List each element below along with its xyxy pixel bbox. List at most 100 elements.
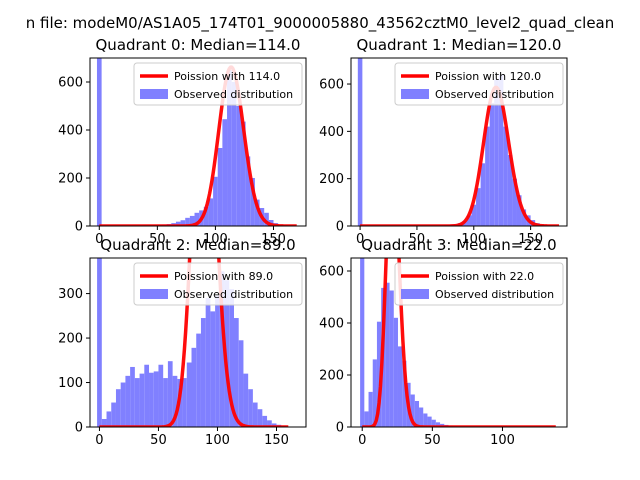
poisson-curve	[98, 65, 298, 226]
legend-box	[133, 62, 303, 106]
histogram-bar	[243, 373, 249, 427]
histogram-bar	[364, 411, 369, 427]
x-tick-label: 50	[149, 232, 166, 247]
quadrant-panel-3: 0 50 100 0 200 400 600 Quadrant 3: Median=22.0 P…	[319, 236, 568, 448]
histogram-bar	[134, 378, 140, 427]
x-tick-label: 100	[490, 433, 515, 448]
x-tick-label: 0	[95, 232, 103, 247]
histogram-bar	[224, 280, 230, 427]
histogram-bar	[419, 407, 424, 427]
histogram-bar	[431, 419, 436, 427]
histogram-bar	[158, 364, 164, 427]
histogram-bar	[480, 163, 486, 226]
histogram-bar	[191, 347, 197, 427]
histogram-bar	[234, 318, 239, 427]
panel-title: Quadrant 1: Median=120.0	[357, 36, 562, 54]
x-tick-label: 50	[150, 433, 167, 448]
histogram-bar	[423, 413, 428, 427]
x-tick-label: 100	[461, 232, 486, 247]
histogram-bar	[498, 74, 504, 226]
histogram-bar	[271, 423, 277, 427]
histogram-bar	[240, 121, 246, 226]
y-tick-label: 200	[58, 172, 83, 187]
x-tick-label: 50	[424, 433, 441, 448]
histogram-bar	[254, 199, 260, 226]
axes-frame	[89, 257, 307, 428]
histogram-bar	[172, 375, 178, 427]
y-tick-label: 300	[58, 287, 83, 302]
quadrant-panel-1: 0 50 100 150 0 200 400 600 Quadrant 1: Median=12…	[319, 36, 568, 247]
histogram-bar	[125, 375, 131, 427]
histogram-bar	[215, 295, 220, 427]
histogram-bar	[167, 361, 173, 427]
histogram-bar	[385, 282, 390, 427]
histogram-bar	[97, 258, 102, 427]
histogram-bar	[180, 220, 186, 226]
histogram-bar	[186, 362, 192, 427]
histogram-bar	[521, 209, 527, 226]
figure-suptitle: n file: modeM0/AS1A05_174T01_9000005880_…	[26, 14, 615, 33]
x-tick-label: 50	[409, 232, 426, 247]
y-tick-label: 400	[319, 317, 344, 332]
histogram-bar	[144, 364, 150, 427]
histogram-bar	[196, 333, 201, 427]
histogram-bar	[252, 402, 258, 427]
legend-swatch-observed	[401, 289, 429, 299]
histogram-bar	[512, 178, 517, 226]
histogram-bar	[264, 212, 269, 226]
y-tick-label: 0	[75, 421, 83, 436]
histogram-bar	[236, 106, 241, 226]
histogram-bar	[503, 126, 508, 226]
histogram-bar	[435, 422, 441, 427]
x-tick-label: 0	[358, 433, 366, 448]
histogram-bar	[414, 401, 420, 427]
histogram-bar	[219, 271, 225, 427]
legend-label-poisson: Poission with 114.0	[174, 70, 280, 83]
legend-box	[394, 62, 564, 106]
y-tick-label: 200	[319, 172, 344, 187]
histogram-bar	[267, 420, 272, 427]
legend-label-observed: Observed distribution	[435, 88, 554, 101]
histogram-bar	[494, 79, 499, 226]
x-tick-label: 150	[261, 232, 286, 247]
histogram-bar	[130, 366, 135, 427]
histogram-bar	[149, 372, 154, 427]
plot-area-0	[96, 58, 298, 226]
histogram-bar	[238, 340, 244, 427]
histogram-bar	[393, 317, 398, 427]
y-tick-label: 400	[58, 124, 83, 139]
y-tick-label: 200	[319, 369, 344, 384]
plot-area-1	[357, 58, 560, 226]
histogram-bar	[250, 178, 255, 226]
histogram-bar	[245, 156, 251, 226]
y-tick-label: 600	[58, 76, 83, 91]
histogram-bar	[205, 298, 211, 427]
histogram-bar	[476, 188, 481, 226]
histogram-bar	[376, 321, 382, 427]
axes-frame	[89, 57, 307, 227]
y-tick-label: 600	[319, 78, 344, 93]
histogram-bar	[372, 359, 377, 427]
legend-label-observed: Observed distribution	[174, 288, 293, 301]
histogram-bar	[485, 126, 490, 226]
y-tick-label: 0	[336, 421, 344, 436]
histogram-bar	[106, 411, 112, 427]
histogram-bar	[397, 346, 403, 427]
legend-swatch-observed	[401, 89, 429, 99]
histogram-bar	[175, 221, 181, 226]
histogram-bar	[120, 382, 126, 427]
legend-swatch-observed	[140, 289, 168, 299]
legend-swatch-observed	[140, 89, 168, 99]
legend-label-observed: Observed distribution	[174, 88, 293, 101]
histogram-bar	[227, 70, 232, 226]
x-tick-label: 150	[264, 433, 289, 448]
histogram-bar	[111, 402, 116, 427]
histogram-bar	[262, 415, 268, 427]
histogram-bar	[360, 258, 365, 427]
histogram-bar	[231, 82, 237, 226]
y-tick-label: 400	[319, 125, 344, 140]
legend-box	[133, 262, 303, 306]
histogram-bar	[139, 373, 145, 427]
x-tick-label: 100	[205, 433, 230, 448]
